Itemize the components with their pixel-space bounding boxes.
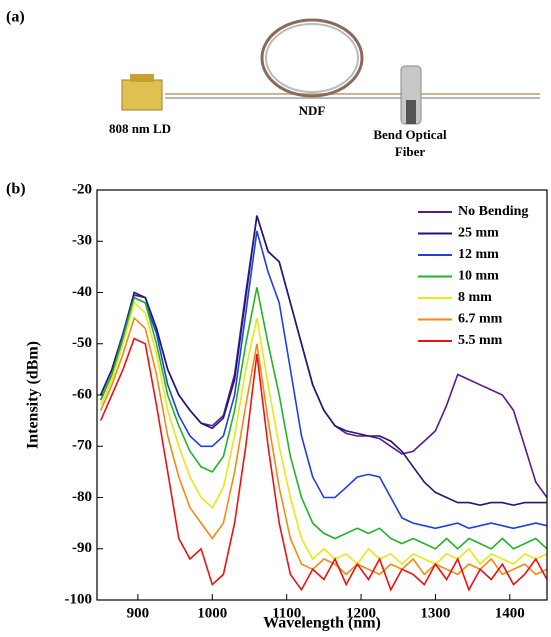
schematic: 808 nm LD NDF xyxy=(109,18,540,136)
y-tick-label: -40 xyxy=(72,284,92,300)
y-tick-label: -20 xyxy=(72,181,92,197)
y-tick-label: -70 xyxy=(72,438,92,454)
y-tick-label: -90 xyxy=(72,540,92,556)
x-tick-label: 1200 xyxy=(346,605,376,621)
legend-label: 6.7 mm xyxy=(458,312,503,327)
panel-label: (b) xyxy=(6,181,26,198)
series-line xyxy=(99,215,547,507)
legend-label: 10 mm xyxy=(458,269,499,284)
ld-label: 808 nm LD xyxy=(109,121,171,136)
laser-diode xyxy=(130,74,154,82)
y-axis-label: Intensity (dBm) xyxy=(25,341,42,449)
fiber-coil xyxy=(260,18,364,98)
fiber-coil xyxy=(265,23,359,93)
series-line xyxy=(99,287,547,550)
legend-label: 8 mm xyxy=(458,290,492,305)
y-tick-label: -30 xyxy=(72,233,92,249)
x-tick-label: 900 xyxy=(127,605,150,621)
legend-label: No Bending xyxy=(458,204,528,219)
bend-cylinder xyxy=(406,100,416,124)
x-tick-label: 1300 xyxy=(420,605,450,621)
x-tick-label: 1100 xyxy=(272,605,301,621)
series-line xyxy=(99,301,547,566)
y-tick-label: -60 xyxy=(72,386,92,402)
panel-label: (a) xyxy=(6,9,25,26)
x-tick-label: 1000 xyxy=(197,605,227,621)
series-line xyxy=(99,337,547,592)
legend-label: 12 mm xyxy=(458,247,499,262)
laser-diode xyxy=(121,79,163,111)
legend-label: 25 mm xyxy=(458,226,499,241)
bend-label: Bend Optical Fiber xyxy=(373,127,447,159)
y-tick-label: -80 xyxy=(72,489,92,505)
y-tick-label: -100 xyxy=(65,591,93,607)
x-tick-label: 1400 xyxy=(495,605,525,621)
fiber-label: NDF xyxy=(299,103,326,118)
y-tick-label: -50 xyxy=(72,335,92,351)
series-line xyxy=(99,316,547,576)
legend-label: 5.5 mm xyxy=(458,333,503,348)
chart: 900 1000 1100 1200 1300 1400 -100 -90 -80 -70 -60 -… xyxy=(25,181,548,632)
series-line xyxy=(99,230,547,530)
x-axis-label: Wavelength (nm) xyxy=(263,615,381,632)
